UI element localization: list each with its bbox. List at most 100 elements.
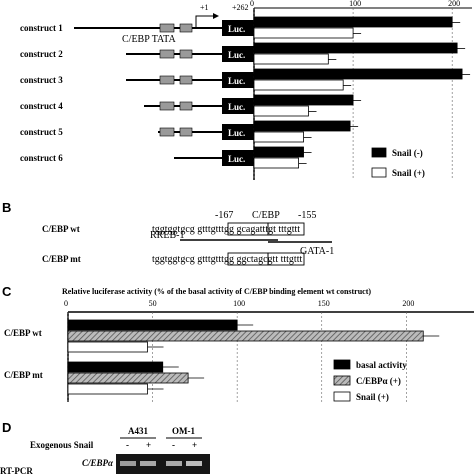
luc-box-3	[222, 72, 254, 88]
construct-label-3: construct 3	[20, 75, 63, 85]
chart-c-legend-swatch-3	[333, 391, 351, 402]
chart-c-legend-label-1: basal activity	[356, 360, 407, 370]
chart-c-bar-1-1	[67, 319, 238, 331]
panel-b-letter: B	[2, 200, 11, 215]
luc-label-5: Luc.	[228, 128, 245, 138]
luc-box-2	[222, 46, 254, 62]
chart-c-bar-2-2	[67, 372, 189, 384]
sign-1: -	[126, 440, 129, 450]
sign-3: -	[172, 440, 175, 450]
chart-c-title: Relative luciferase activity (% of the b…	[62, 287, 371, 296]
chart-a-bar-6-2	[253, 157, 299, 169]
gel-band-1	[120, 461, 136, 466]
chart-c-bar-2-1	[67, 361, 164, 373]
cebp-element-2	[159, 49, 175, 59]
wt-seq: tggtggtgcg gtttgtttgg gcagatttgt tttgttt	[152, 224, 300, 235]
end-label: +262	[232, 3, 249, 12]
wt-label: C/EBP wt	[42, 224, 80, 234]
chart-c-legend-label-3: Snail (+)	[356, 392, 389, 402]
chart-a: 0 100 200 Snail (-) Snail (+)	[250, 0, 472, 180]
tata-element-4	[179, 101, 193, 111]
chart-a-bar-5-2	[253, 131, 304, 143]
cebp-element-1	[159, 23, 175, 33]
chart-a-tick-200: 200	[448, 0, 460, 8]
gel-band-4	[186, 461, 202, 466]
pos-left: -167	[215, 210, 233, 221]
chart-a-bar-2-1	[253, 42, 458, 54]
chart-c-tick-0: 0	[64, 299, 68, 308]
luc-box-5	[222, 124, 254, 140]
chart-a-bar-4-1	[253, 94, 354, 106]
luc-label-6: Luc.	[228, 154, 245, 164]
construct-label-5: construct 5	[20, 127, 63, 137]
chart-a-tick-100: 100	[349, 0, 361, 8]
promoter-label: C/EBP TATA	[122, 34, 176, 45]
chart-a-bar-3-2	[253, 79, 344, 91]
chart-c-tick-50: 50	[149, 299, 157, 308]
cebp-element-4	[159, 101, 175, 111]
cell-a431: A431	[128, 426, 148, 436]
mt-label: C/EBP mt	[42, 254, 81, 264]
pos-mid: C/EBP	[252, 210, 280, 221]
luc-label-2: Luc.	[228, 50, 245, 60]
construct-label-4: construct 4	[20, 101, 63, 111]
panel-c: C Relative luciferase activity (% of the…	[2, 284, 474, 402]
gel-band-3	[166, 461, 182, 466]
exogenous-snail-label: Exogenous Snail	[30, 440, 94, 450]
construct-label-1: construct 1	[20, 23, 63, 33]
tata-element-1	[179, 23, 193, 33]
pos-right: -155	[298, 210, 316, 221]
constructs: construct 1 Luc. construct 2 Luc. construct …	[20, 20, 254, 166]
gel-image	[116, 454, 210, 474]
luc-box-1	[222, 20, 254, 36]
gel-label: C/EBPα	[82, 458, 114, 468]
method-label: RT-PCR	[0, 466, 33, 474]
cell-om1: OM-1	[172, 426, 195, 436]
chart-c-group-label-1: C/EBP wt	[4, 328, 42, 338]
chart-a-bar-1-1	[253, 16, 453, 28]
rreb-label: RREB-1	[150, 230, 184, 241]
luc-box-6	[222, 150, 254, 166]
panel-d: D A431 OM-1 Exogenous Snail - + - + C/EB…	[0, 420, 210, 474]
chart-a-legend-swatch-1	[371, 147, 387, 158]
luc-label-4: Luc.	[228, 102, 245, 112]
tss-arrowhead	[213, 13, 219, 19]
chart-a-bar-3-1	[253, 68, 463, 80]
sign-2: +	[146, 440, 151, 450]
chart-a-legend-label-1: Snail (-)	[392, 148, 423, 158]
chart-c-tick-100: 100	[233, 299, 245, 308]
chart-c-tick-150: 150	[318, 299, 330, 308]
chart-c-bar-2-3	[67, 383, 148, 395]
chart-c-group-label-2: C/EBP mt	[4, 370, 43, 380]
chart-a-bar-6-1	[253, 146, 304, 158]
construct-label-2: construct 2	[20, 49, 63, 59]
chart-c-legend-label-2: C/EBPα (+)	[356, 376, 401, 386]
chart-c-bar-1-3	[67, 341, 148, 353]
tata-element-2	[179, 49, 193, 59]
cebp-element-5	[159, 127, 175, 137]
chart-c-bar-1-2	[67, 330, 424, 342]
chart-a-tick-0: 0	[250, 0, 254, 8]
luc-label-1: Luc.	[228, 24, 245, 34]
panel-c-letter: C	[2, 284, 12, 299]
gata-label: GATA-1	[300, 246, 334, 257]
panel-d-letter: D	[2, 420, 11, 435]
luc-box-4	[222, 98, 254, 114]
mt-seq: tggtggtgcg gtttgtttgg ggctagcgtt tttgttt	[152, 254, 302, 265]
tata-element-3	[179, 75, 193, 85]
cebp-element-3	[159, 75, 175, 85]
chart-a-bar-1-2	[253, 27, 354, 39]
chart-c-tick-200: 200	[402, 299, 414, 308]
luc-label-3: Luc.	[228, 76, 245, 86]
chart-a-legend-swatch-2	[371, 167, 387, 178]
chart-c-legend-swatch-1	[333, 359, 351, 370]
wt-box-2	[267, 222, 305, 236]
chart-a-bar-4-2	[253, 105, 309, 117]
construct-label-6: construct 6	[20, 153, 63, 163]
chart-a-bar-2-2	[253, 53, 329, 65]
tss-arrow	[195, 15, 213, 28]
gel-band-2	[140, 461, 156, 466]
chart-c-legend-swatch-2	[333, 375, 351, 386]
sign-4: +	[192, 440, 197, 450]
